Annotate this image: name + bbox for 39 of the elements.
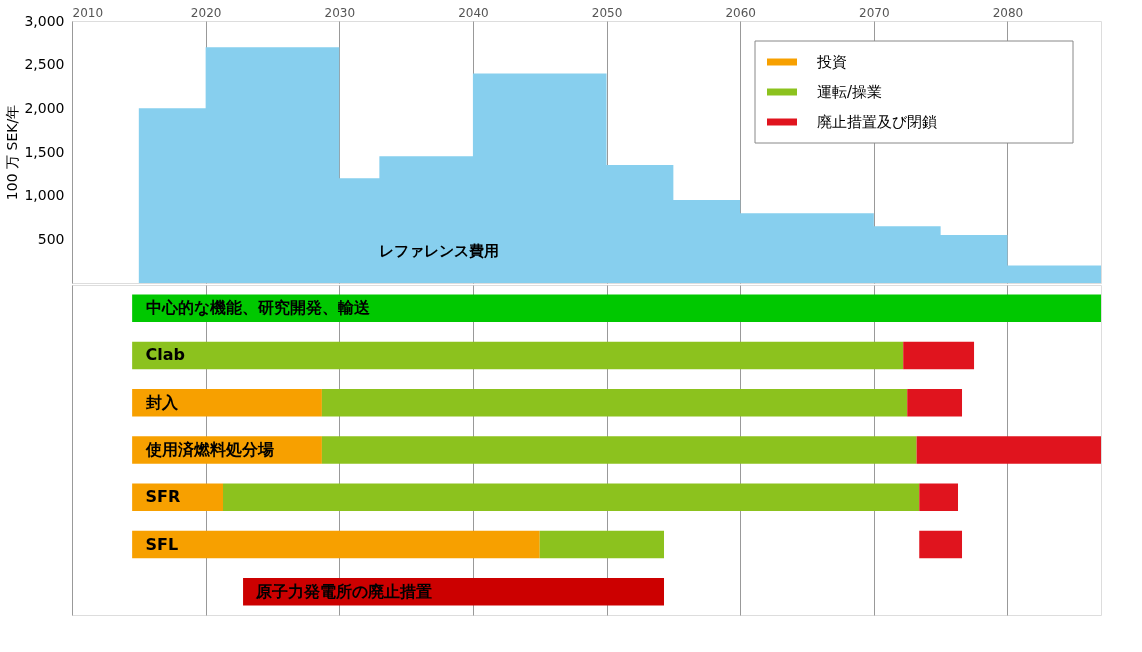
x-tick-label: 2040 [458,5,489,20]
legend-label: 運転/操業 [817,83,883,101]
bar [539,530,665,559]
category-label: 使用済燃料処分場 [145,440,274,459]
category-label: 封入 [145,392,178,412]
x-tick-label: 2010 [72,5,104,20]
category-label: 原子力発電所の廃止措置 [256,581,433,601]
x-tick-label: 2030 [324,5,356,20]
bar [321,389,908,417]
bar [132,530,540,559]
x-tick-label: 2060 [725,5,756,20]
bar [907,389,963,417]
bar [321,436,917,464]
bar [919,483,959,511]
y-axis-title: 100 万 SEK/年 [4,104,21,201]
category-label: SFR [145,487,181,507]
y-tick-label: 1,000 [24,187,65,204]
bar [919,530,963,559]
bar [223,483,920,511]
y-tick-label: 3,000 [24,12,65,29]
x-tick-label: 2050 [591,5,623,20]
bar [916,436,1101,464]
y-tick-label: 2,000 [24,99,65,116]
x-tick-label: 2020 [190,5,222,20]
bar [132,294,1101,322]
y-tick-label: 500 [37,230,65,247]
y-tick-label: 2,500 [24,56,65,73]
legend-label: 廃止措置及び閉鎖 [817,113,937,131]
bar [132,389,322,417]
x-tick-label: 2070 [859,5,890,20]
bar [132,341,904,370]
category-label: Clab [145,345,185,365]
category-label: SFL [145,534,179,554]
legend-label: 投資 [816,53,847,71]
category-label: 中心的な機能、研究開発、輸送 [145,298,370,318]
bar [903,341,975,370]
series-label: レファレンス費用 [379,242,500,261]
x-tick-label: 2080 [992,5,1024,20]
y-tick-label: 1,500 [24,143,65,160]
